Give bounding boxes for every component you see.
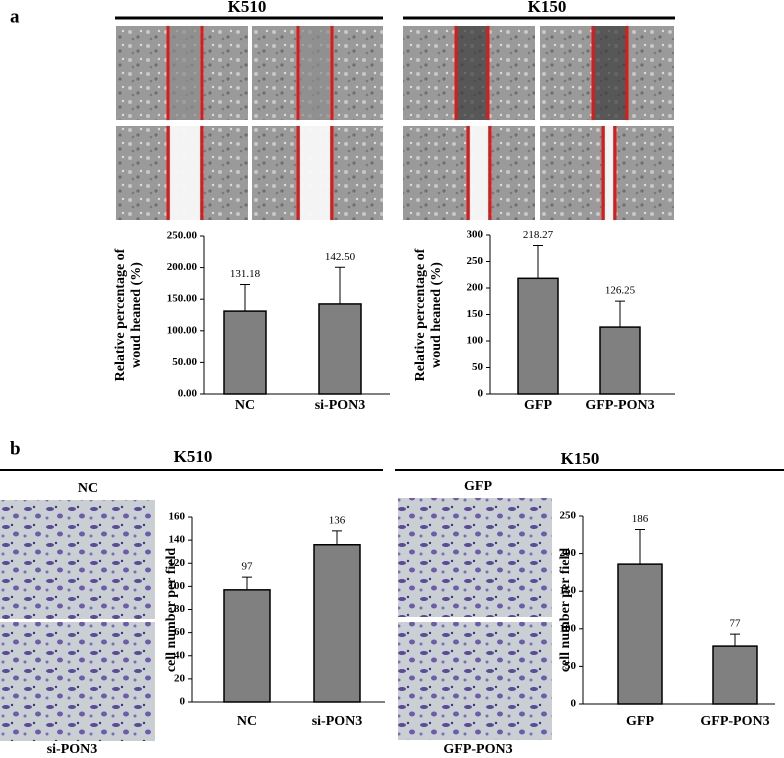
- x-tick-label: GFP: [524, 398, 552, 413]
- x-tick-label: si-PON3: [315, 398, 366, 413]
- y-tick-label: 0.00: [178, 388, 198, 400]
- bar: [712, 645, 758, 705]
- group-title: K150: [561, 449, 600, 468]
- error-bar: [242, 576, 252, 590]
- gap-white: [605, 126, 613, 220]
- value-label: 136: [329, 514, 346, 526]
- error-bar: [730, 633, 740, 647]
- image-label: si-PON3: [47, 742, 98, 757]
- y-axis-label: cell number per field: [558, 548, 573, 673]
- y-tick-label: 250: [467, 255, 484, 267]
- y-tick-label: 200: [560, 547, 577, 559]
- image-label: NC: [78, 481, 98, 496]
- y-axis-label: woud heaned (%): [429, 262, 444, 368]
- scratch-gap: [456, 26, 488, 120]
- gap-white: [300, 126, 330, 220]
- group-title: K510: [174, 447, 213, 466]
- group-title: K510: [228, 0, 267, 16]
- value-label: 186: [632, 513, 649, 525]
- y-tick-label: 0: [180, 696, 186, 708]
- y-tick-label: 0: [478, 388, 484, 400]
- x-tick-label: GFP-PON3: [700, 714, 769, 729]
- scratch-gap: [298, 26, 332, 120]
- scratch-gap: [168, 26, 202, 120]
- x-tick-label: si-PON3: [312, 714, 363, 729]
- y-tick-label: 150.00: [167, 293, 198, 305]
- bar: [223, 310, 267, 395]
- panel-label: b: [10, 438, 21, 459]
- y-tick-label: 100: [169, 580, 186, 592]
- x-tick-label: NC: [235, 398, 255, 413]
- y-tick-label: 100.00: [167, 324, 198, 336]
- gap-white: [170, 126, 200, 220]
- error-bar: [332, 530, 342, 545]
- gap-white: [470, 126, 488, 220]
- error-bar: [615, 300, 625, 328]
- value-label: 218.27: [523, 229, 554, 241]
- y-axis-label: cell number per field: [164, 548, 179, 673]
- y-tick-label: 0: [571, 698, 577, 710]
- group-title: K150: [528, 0, 567, 16]
- y-tick-label: 160: [169, 511, 186, 523]
- value-label: 97: [242, 561, 254, 573]
- y-tick-label: 140: [169, 534, 186, 546]
- panel-label: a: [10, 6, 20, 27]
- error-bar: [533, 244, 543, 279]
- bar: [517, 277, 559, 395]
- y-tick-label: 300: [467, 229, 484, 241]
- y-tick-label: 50: [472, 361, 484, 373]
- bar: [223, 589, 271, 703]
- y-tick-label: 100: [467, 335, 484, 347]
- x-tick-label: GFP-PON3: [585, 398, 654, 413]
- y-tick-label: 100: [560, 622, 577, 634]
- value-label: 131.18: [230, 268, 261, 280]
- bar: [313, 544, 361, 703]
- y-axis-label: woud heaned (%): [129, 262, 144, 368]
- image-label: GFP: [464, 479, 492, 494]
- y-tick-label: 200.00: [167, 261, 198, 273]
- y-tick-label: 50: [565, 660, 577, 672]
- y-tick-label: 80: [174, 603, 186, 615]
- bar: [599, 326, 641, 395]
- transwell-image: [398, 622, 552, 740]
- error-bar: [240, 284, 250, 312]
- transwell-image: [398, 498, 552, 617]
- bar: [318, 303, 362, 395]
- y-axis-label: Relative percentage of: [113, 248, 128, 381]
- y-tick-label: 250: [560, 510, 577, 522]
- x-tick-label: NC: [237, 714, 257, 729]
- y-tick-label: 150: [560, 585, 577, 597]
- value-label: 142.50: [325, 251, 356, 263]
- scratch-gap: [593, 26, 627, 120]
- transwell-image: [0, 500, 155, 619]
- x-tick-label: GFP: [626, 714, 654, 729]
- y-tick-label: 50.00: [172, 356, 197, 368]
- y-tick-label: 150: [467, 308, 484, 320]
- y-tick-label: 20: [174, 672, 186, 684]
- y-tick-label: 200: [467, 282, 484, 294]
- y-tick-label: 120: [169, 557, 186, 569]
- value-label: 77: [730, 618, 742, 630]
- image-label: GFP-PON3: [443, 742, 512, 757]
- value-label: 126.25: [605, 285, 636, 297]
- y-tick-label: 250.00: [167, 230, 198, 242]
- error-bar: [635, 529, 645, 565]
- transwell-image: [0, 622, 155, 741]
- bar: [617, 563, 663, 705]
- y-tick-label: 60: [174, 626, 186, 638]
- error-bar: [335, 266, 345, 304]
- y-axis-label: Relative percentage of: [413, 248, 428, 381]
- y-tick-label: 40: [174, 649, 186, 661]
